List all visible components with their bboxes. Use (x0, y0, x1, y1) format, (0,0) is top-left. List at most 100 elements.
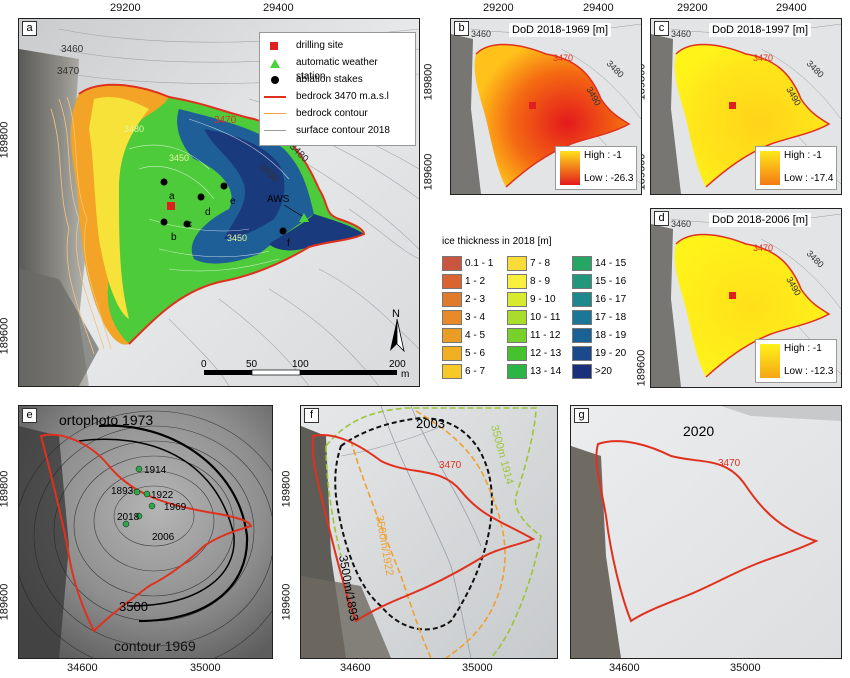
thickness-swatch-label: 16 - 17 (595, 294, 627, 305)
thickness-swatch-label: 2 - 3 (465, 294, 486, 305)
y-tick-e-2: 189600 (0, 583, 11, 621)
thickness-legend-title: ice thickness in 2018 [m] (442, 236, 552, 247)
thickness-swatch-label: 9 - 10 (530, 294, 556, 305)
dod-panel-d: d 3460 3470 3480 3490 DoD 2018-2006 [m] … (650, 208, 842, 388)
contour-3500-label: 3500 (119, 599, 148, 614)
stake-label-d: d (205, 207, 211, 218)
thickness-swatch-label: 3 - 4 (465, 312, 486, 323)
ortho-title: ortophoto 1973 (59, 412, 154, 428)
dod-title-d: DoD 2018-2006 [m] (709, 213, 811, 227)
dod-low-d: Low : -12.3 (784, 366, 834, 377)
legend-label: bedrock 3470 m.a.s.l (296, 91, 389, 102)
year-label-1969: 1969 (164, 502, 187, 513)
dod-low-b: Low : -26.3 (584, 173, 634, 184)
map-legend-a: drilling site automatic weather station … (259, 32, 416, 146)
thickness-swatch-label: 19 - 20 (595, 348, 627, 359)
map-f-svg: 3470 2003 3500m 1914 3500m/1922 3500m/18… (301, 406, 557, 658)
legend-symbol-black-dot (271, 76, 279, 84)
thickness-swatch (507, 364, 527, 379)
thickness-swatch-label: 15 - 16 (595, 276, 627, 287)
x-tick-c-1: 29200 (677, 2, 708, 14)
ablation-stakes (160, 178, 287, 235)
panel-letter-d: d (654, 211, 669, 226)
bedrock-3470-outline (78, 83, 366, 345)
thickness-swatch (572, 292, 592, 307)
dod-title-c: DoD 2018-1997 [m] (709, 23, 811, 37)
dod-gradient-c (760, 151, 780, 185)
thickness-swatch (572, 274, 592, 289)
thickness-swatch (507, 310, 527, 325)
tongue-thick-zone (269, 214, 364, 251)
dod-high-c: High : -1 (784, 150, 822, 161)
y-tick-f-1: 189800 (280, 470, 293, 508)
dod-gradient-d (760, 344, 780, 378)
thickness-swatch-label: 1 - 2 (465, 276, 486, 287)
thickness-swatch (442, 346, 462, 361)
scale-bar (204, 369, 397, 376)
thickness-swatch-label: 18 - 19 (595, 330, 627, 341)
dod-high-b: High : -1 (584, 150, 622, 161)
thickness-swatch (442, 274, 462, 289)
thickness-legend: ice thickness in 2018 [m] 0.1 - 1 1 - 2 2 … (440, 236, 640, 386)
thickness-swatch (572, 328, 592, 343)
thickness-swatch (442, 292, 462, 307)
thickness-swatch (572, 256, 592, 271)
thickness-swatch (507, 328, 527, 343)
scale-label-50: 50 (246, 359, 258, 370)
year-label-1914: 1914 (144, 465, 167, 476)
contour-label-3470: 3470 (553, 53, 573, 63)
contour-3470-label: 3470 (718, 458, 741, 469)
stake-label-f: f (287, 238, 290, 249)
thickness-swatch-label: 7 - 8 (530, 258, 551, 269)
thickness-swatch-label: 5 - 6 (465, 348, 486, 359)
aws-label: AWS (267, 194, 290, 205)
map-panel-g: g 3470 2020 (570, 405, 842, 659)
thickness-swatch-label: 6 - 7 (465, 366, 486, 377)
thickness-swatch-label: 0.1 - 1 (465, 258, 494, 269)
scale-label-200: 200 (389, 359, 406, 370)
scale-label-100: 100 (292, 359, 309, 370)
thickness-swatch-label: 11 - 12 (530, 330, 561, 341)
contour-1969-label: contour 1969 (114, 638, 196, 654)
dod-low-c: Low : -17.4 (784, 173, 834, 184)
year-label-2006: 2006 (152, 532, 175, 543)
panel-letter-e: e (22, 408, 37, 423)
historical-panel-f: f 3470 2003 3500m 1914 3500m/1922 3500m/… (300, 405, 558, 659)
legend-symbol-orange-line (264, 113, 286, 114)
thickness-swatch-label: 17 - 18 (595, 312, 627, 323)
thickness-swatch-label: 14 - 15 (595, 258, 627, 269)
legend-label: bedrock contour (296, 108, 368, 119)
year-label-2018: 2018 (117, 512, 140, 523)
thickness-swatch (442, 364, 462, 379)
contour-label: 3470 (57, 66, 80, 77)
dod-panel-c: c 3460 3470 3480 3490 DoD 2018-1997 [m] … (650, 18, 842, 195)
legend-symbol-red-line (264, 96, 286, 98)
year-2020-label: 2020 (683, 423, 714, 439)
drilling-site-marker (167, 202, 175, 210)
contour-label: 3460 (61, 44, 84, 55)
year-label-1893: 1893 (111, 486, 134, 497)
x-tick-g-1: 34600 (609, 662, 640, 674)
medium-ice-zone (89, 97, 149, 319)
thickness-swatch (507, 274, 527, 289)
legend-label: drilling site (296, 40, 344, 51)
map-panel-a: a (18, 18, 420, 387)
thickness-swatch (572, 310, 592, 325)
panel-letter-c: c (654, 21, 669, 36)
legend-label: surface contour 2018 (296, 125, 390, 136)
x-tick-e-2: 35000 (190, 662, 221, 674)
y-tick-a-2: 189600 (0, 317, 11, 355)
thickest-ice-zone (204, 129, 285, 239)
legend-symbol-grey-line (264, 130, 286, 131)
dod-high-d: High : -1 (784, 343, 822, 354)
bedrock-contours (128, 118, 290, 272)
stake-label-e: e (230, 196, 236, 207)
x-tick-b-2: 29400 (583, 2, 614, 14)
dod-gradient-b (560, 151, 580, 185)
thickness-swatch (507, 256, 527, 271)
stake-label-b: b (171, 232, 177, 243)
contour-label: 3460 (671, 219, 691, 229)
legend-symbol-green-triangle (270, 59, 280, 68)
dod-legend-d: High : -1 Low : -12.3 (755, 339, 837, 383)
map-g-svg: 3470 2020 (571, 406, 841, 658)
